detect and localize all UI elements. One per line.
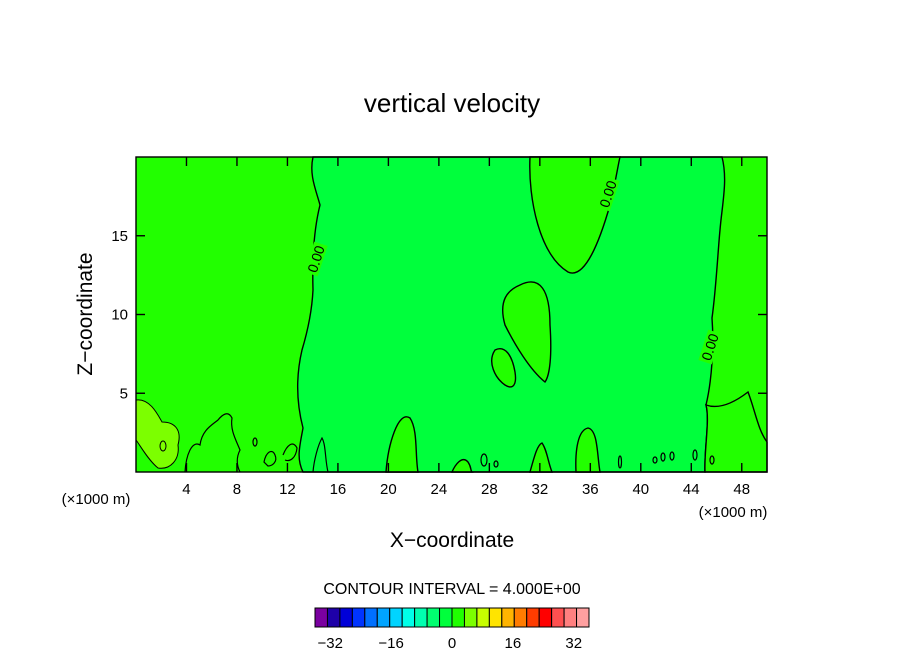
colorbar-tick-label: 0 xyxy=(448,635,456,652)
colorbar-swatch xyxy=(463,607,478,628)
colorbar-swatch xyxy=(501,607,515,628)
colorbar-swatch xyxy=(314,607,328,628)
bottom-contour-wiggle xyxy=(312,436,329,473)
colorbar-swatch xyxy=(526,607,540,628)
colorbar-tick-label: 32 xyxy=(565,635,582,652)
colorbar-tick-label: 16 xyxy=(505,635,522,652)
colorbar-swatch xyxy=(563,607,578,628)
colorbar-swatch xyxy=(439,607,453,628)
x-axis: 4 8 12 16 20 24 28 32 36 40 44 48 xyxy=(182,157,750,498)
bottom-bump xyxy=(385,416,419,473)
y-tick-label: 10 xyxy=(111,307,128,324)
x-tick-label: 28 xyxy=(481,481,498,498)
colorbar-swatch xyxy=(426,607,441,628)
x-tick-label: 32 xyxy=(531,481,548,498)
y-tick-label: 5 xyxy=(120,385,128,402)
colorbar-swatch xyxy=(389,607,403,628)
colorbar-swatch xyxy=(488,607,503,628)
bottom-contour-wiggle xyxy=(282,443,298,462)
colorbar-swatch xyxy=(538,607,553,628)
x-unit-right: (×1000 m) xyxy=(699,504,768,521)
x-tick-label: 40 xyxy=(632,481,649,498)
colorbar-swatch xyxy=(351,607,366,628)
small-contour xyxy=(692,449,698,461)
interior-cell xyxy=(502,281,552,384)
colorbar-swatch xyxy=(339,607,353,628)
x-tick-label: 24 xyxy=(431,481,448,498)
interior-cell-small xyxy=(491,348,517,388)
y-tick-label: 15 xyxy=(111,228,128,245)
colorbar-swatch xyxy=(326,607,341,628)
bottom-contour-wiggle xyxy=(184,413,241,473)
x-axis-label: X−coordinate xyxy=(390,529,514,552)
bottom-bump xyxy=(529,442,554,473)
x-tick-label: 16 xyxy=(330,481,347,498)
small-contour xyxy=(493,460,499,468)
weak-positive-blob xyxy=(135,399,180,469)
colorbar-tick-label: −32 xyxy=(317,635,342,652)
colorbar-swatch xyxy=(476,607,490,628)
colorbar-swatch xyxy=(401,607,416,628)
x-tick-label: 44 xyxy=(683,481,700,498)
small-contour xyxy=(159,440,167,452)
small-contour xyxy=(480,453,488,467)
y-axis: 5 10 15 xyxy=(111,228,767,402)
x-tick-label: 8 xyxy=(233,481,241,498)
colorbar-swatch xyxy=(513,607,528,628)
bottom-contour-wiggle xyxy=(263,450,277,467)
right-lower-region xyxy=(704,390,768,473)
bottom-bump xyxy=(575,427,601,473)
colorbar-swatch xyxy=(576,607,590,628)
x-unit-left: (×1000 m) xyxy=(62,491,131,508)
colorbar: −32 −16 0 16 32 xyxy=(314,607,590,652)
colorbar-swatch xyxy=(551,607,565,628)
small-contour xyxy=(669,451,675,461)
y-axis-label: Z−coordinate xyxy=(74,252,97,375)
plot-area xyxy=(135,156,768,473)
colorbar-swatch xyxy=(364,607,378,628)
x-tick-label: 20 xyxy=(380,481,397,498)
colorbar-swatch xyxy=(414,607,428,628)
x-tick-label: 4 xyxy=(182,481,190,498)
x-tick-label: 12 xyxy=(279,481,296,498)
chart-title: vertical velocity xyxy=(364,88,540,118)
x-tick-label: 48 xyxy=(733,481,750,498)
colorbar-tick-label: −16 xyxy=(378,635,403,652)
bottom-bump xyxy=(450,458,474,473)
small-contour xyxy=(652,456,658,464)
upper-lobe xyxy=(529,156,621,274)
small-contour xyxy=(252,437,258,447)
x-tick-label: 36 xyxy=(582,481,599,498)
colorbar-swatch xyxy=(451,607,465,628)
colorbar-swatch xyxy=(376,607,391,628)
small-contour xyxy=(660,452,666,462)
small-contour xyxy=(709,455,715,465)
contour-interval: CONTOUR INTERVAL = 4.000E+00 xyxy=(323,581,580,598)
small-contour xyxy=(617,455,623,469)
